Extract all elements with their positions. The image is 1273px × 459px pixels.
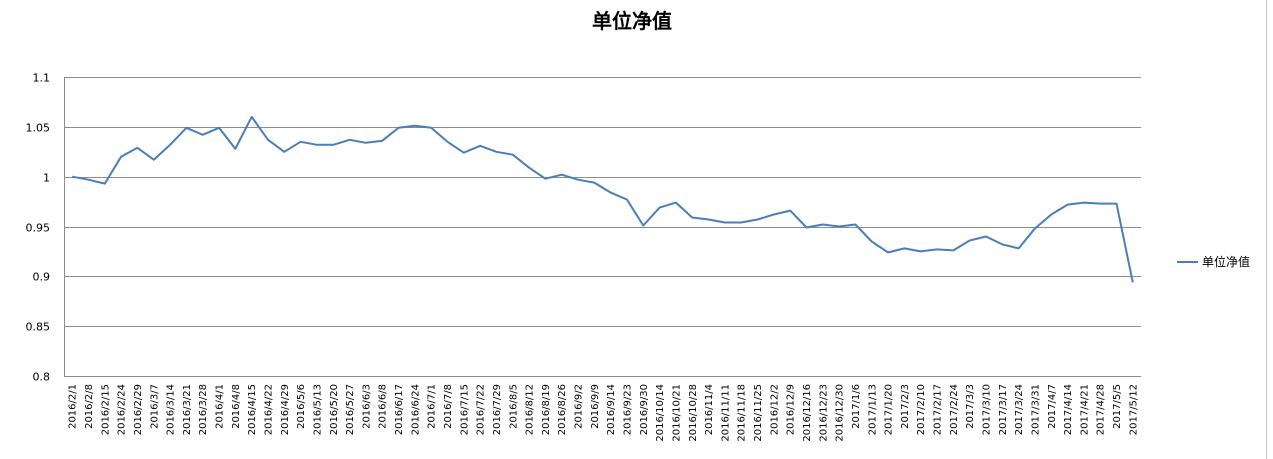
x-tick-label: 2017/2/10: [916, 384, 927, 435]
y-tick-label: 1.05: [26, 122, 51, 135]
x-tick-label: 2016/2/1: [68, 384, 79, 429]
x-tick-label: 2016/4/15: [247, 384, 258, 435]
x-tick-label: 2016/5/27: [345, 384, 356, 435]
chart-title: 单位净值: [592, 9, 672, 33]
x-tick-label: 2016/12/23: [818, 384, 829, 442]
x-tick-label: 2016/3/14: [166, 384, 177, 435]
x-tick-label: 2017/3/3: [965, 384, 976, 429]
x-tick-label: 2016/4/29: [280, 384, 291, 435]
x-tick-label: 2016/9/9: [590, 384, 601, 429]
x-tick-label: 2016/9/14: [606, 384, 617, 435]
x-tick-label: 2016/8/5: [508, 384, 519, 429]
x-tick-label: 2016/9/2: [574, 384, 585, 429]
x-tick-label: 2016/8/12: [525, 384, 536, 435]
x-tick-label: 2016/7/15: [459, 384, 470, 435]
x-tick-label: 2016/10/28: [688, 384, 699, 442]
x-tick-label: 2016/12/2: [769, 384, 780, 435]
x-tick-label: 2017/5/12: [1128, 384, 1139, 435]
window-edge: [1266, 0, 1267, 459]
x-tick-label: 2016/2/29: [133, 384, 144, 435]
series-line: [72, 115, 1134, 283]
y-tick-label: 0.8: [33, 371, 51, 384]
x-tick-label: 2016/2/24: [117, 384, 128, 435]
x-tick-label: 2016/5/20: [329, 384, 340, 435]
x-tick-label: 2016/4/1: [215, 384, 226, 429]
x-tick-label: 2016/2/8: [84, 384, 95, 429]
gridlines: [64, 77, 1141, 377]
x-tick-label: 2016/3/21: [182, 384, 193, 435]
x-tick-label: 2017/3/31: [1030, 384, 1041, 435]
x-tick-label: 2016/9/30: [639, 384, 650, 435]
x-tick-label: 2016/7/8: [443, 384, 454, 429]
x-tick-label: 2016/6/3: [361, 384, 372, 429]
x-tick-label: 2017/2/24: [949, 384, 960, 435]
x-tick-label: 2017/3/24: [1014, 384, 1025, 435]
x-tick-label: 2016/3/7: [149, 384, 160, 429]
x-tick-label: 2016/12/9: [786, 384, 797, 435]
x-tick-label: 2016/6/24: [410, 384, 421, 435]
x-tick-label: 2016/7/22: [476, 384, 487, 435]
x-tick-label: 2016/11/25: [753, 384, 764, 442]
y-tick-label: 0.85: [26, 321, 51, 334]
x-tick-label: 2016/3/28: [198, 384, 209, 435]
x-tick-label: 2016/2/15: [100, 384, 111, 435]
x-tick-label: 2016/11/4: [704, 384, 715, 435]
legend: 单位净值: [1177, 254, 1250, 269]
x-tick-label: 2017/4/21: [1079, 384, 1090, 435]
x-tick-label: 2017/1/20: [884, 384, 895, 435]
x-tick-label: 2016/8/26: [557, 384, 568, 435]
x-tick-label: 2017/4/7: [1047, 384, 1058, 429]
x-tick-label: 2016/11/11: [720, 384, 731, 442]
x-tick-label: 2016/12/16: [802, 384, 813, 442]
x-tick-label: 2017/2/17: [933, 384, 944, 435]
x-tick-label: 2016/12/30: [835, 384, 846, 442]
x-tick-label: 2016/4/8: [231, 384, 242, 429]
y-axis-ticks: 1.1 1.05 1 0.95 0.9 0.85 0.8: [26, 72, 51, 384]
x-tick-label: 2017/1/13: [867, 384, 878, 435]
x-tick-label: 2017/5/5: [1112, 384, 1123, 429]
x-tick-label: 2016/4/22: [263, 384, 274, 435]
legend-label: 单位净值: [1202, 254, 1250, 269]
x-tick-label: 2016/6/8: [378, 384, 389, 429]
x-tick-label: 2016/8/19: [541, 384, 552, 435]
y-tick-label: 0.95: [26, 222, 51, 235]
x-tick-label: 2016/5/13: [312, 384, 323, 435]
series-layer: [72, 115, 1134, 283]
x-axis-ticks: 2016/2/1 2016/2/8 2016/2/15 2016/2/24 2016/2…: [68, 384, 1140, 442]
y-tick-label: 1: [43, 172, 50, 185]
x-tick-label: 2017/2/3: [900, 384, 911, 429]
x-tick-label: 2017/4/14: [1063, 384, 1074, 435]
x-tick-label: 2016/10/14: [655, 384, 666, 442]
x-tick-label: 2016/5/6: [296, 384, 307, 429]
x-tick-label: 2017/4/28: [1096, 384, 1107, 435]
x-tick-label: 2016/6/17: [394, 384, 405, 435]
x-tick-label: 2017/3/17: [998, 384, 1009, 435]
x-tick-label: 2016/10/21: [671, 384, 682, 442]
x-tick-label: 2016/11/18: [737, 384, 748, 442]
x-tick-label: 2017/3/10: [981, 384, 992, 435]
x-tick-label: 2016/7/29: [492, 384, 503, 435]
y-tick-label: 1.1: [33, 72, 51, 85]
x-tick-label: 2016/9/23: [622, 384, 633, 435]
x-tick-label: 2016/7/1: [427, 384, 438, 429]
x-tick-label: 2017/1/6: [851, 384, 862, 429]
y-tick-label: 0.9: [33, 271, 51, 284]
